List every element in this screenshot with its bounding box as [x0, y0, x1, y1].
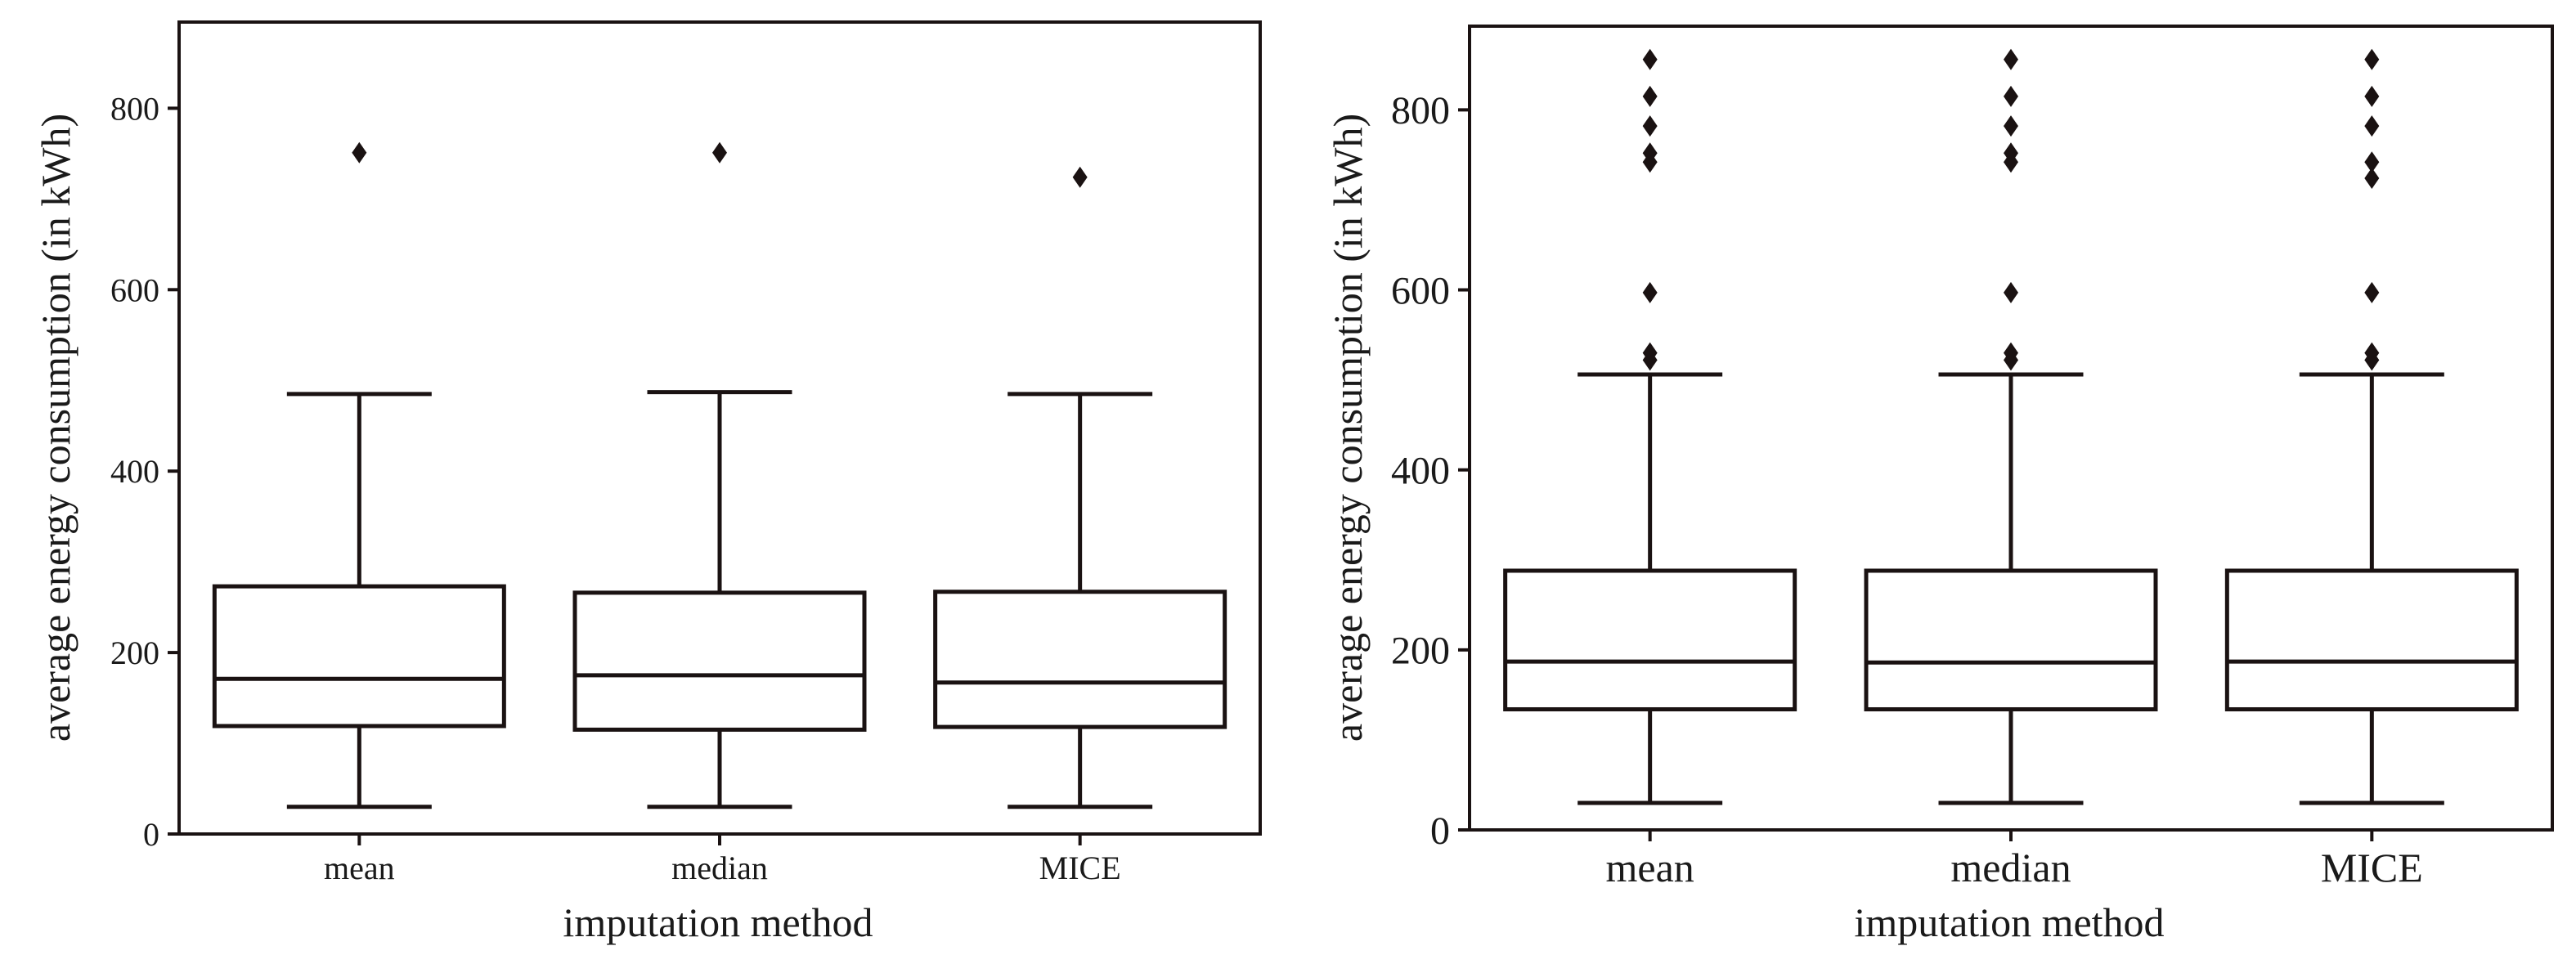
outlier-point — [1642, 342, 1658, 364]
y-axis-label: average energy consumption (in kWh) — [1325, 114, 1371, 742]
y-tick-label: 200 — [110, 634, 159, 671]
outlier-point — [2004, 142, 2018, 164]
outlier-point — [2004, 115, 2018, 137]
box-median — [1864, 48, 2158, 805]
y-tick-label: 800 — [1391, 89, 1450, 132]
iqr-box — [2224, 568, 2519, 711]
box-median — [572, 141, 867, 809]
outlier-point — [2364, 342, 2380, 364]
outlier-point — [352, 141, 367, 164]
y-tick-label: 600 — [1391, 269, 1450, 312]
outlier-point — [2004, 342, 2018, 364]
y-tick-label: 200 — [1391, 630, 1450, 673]
outlier-point — [1642, 115, 1658, 137]
outlier-point — [2364, 168, 2380, 190]
x-tick-label: median — [1950, 845, 2071, 890]
outlier-point — [1642, 281, 1658, 303]
boxplot-panel-right: 0 200 400 600 800 mean median MICE imputation … — [1325, 25, 2554, 945]
y-tick-label: 400 — [1391, 449, 1450, 492]
box-series — [1503, 48, 2519, 805]
outlier-point — [2004, 48, 2018, 70]
outlier-point — [1642, 85, 1658, 107]
outlier-point — [2364, 85, 2380, 107]
iqr-box — [572, 590, 867, 732]
iqr-box — [1864, 568, 2158, 711]
outlier-point — [1642, 142, 1658, 164]
y-tick-label: 0 — [1430, 809, 1450, 853]
x-tick-label: MICE — [2321, 845, 2423, 890]
iqr-box — [212, 584, 506, 729]
box-mean — [1503, 48, 1797, 805]
y-tick-label: 0 — [143, 816, 159, 853]
x-tick-label: median — [671, 850, 768, 886]
box-MICE — [2224, 48, 2519, 805]
y-tick-label: 800 — [110, 90, 159, 127]
x-axis-ticks: mean median MICE — [324, 834, 1121, 886]
x-tick-label: MICE — [1039, 850, 1121, 886]
outlier-point — [2364, 151, 2380, 173]
outlier-point — [2364, 48, 2380, 70]
outlier-point — [2364, 115, 2380, 137]
iqr-box — [933, 590, 1227, 729]
outlier-point — [712, 141, 727, 164]
box-series — [212, 141, 1227, 809]
x-axis-label: imputation method — [1854, 899, 2164, 945]
x-tick-label: mean — [1606, 845, 1694, 890]
y-tick-label: 600 — [110, 271, 159, 308]
y-tick-label: 400 — [110, 453, 159, 490]
outlier-point — [2004, 281, 2018, 303]
y-axis-ticks: 0 200 400 600 800 — [110, 90, 179, 853]
outlier-point — [1642, 48, 1658, 70]
outlier-point — [2004, 85, 2018, 107]
outlier-point — [2364, 281, 2380, 303]
y-axis-label: average energy consumption (in kWh) — [33, 114, 79, 742]
x-tick-label: mean — [324, 850, 395, 886]
iqr-box — [1503, 568, 1797, 711]
boxplot-panel-left: 0 200 400 600 800 mean median MICE imputation … — [33, 20, 1262, 945]
x-axis-ticks: mean median MICE — [1606, 830, 2423, 890]
outlier-point — [1072, 166, 1088, 188]
x-axis-label: imputation method — [563, 899, 873, 945]
y-axis-ticks: 0 200 400 600 800 — [1391, 89, 1470, 853]
box-mean — [212, 141, 506, 809]
box-MICE — [933, 166, 1227, 809]
